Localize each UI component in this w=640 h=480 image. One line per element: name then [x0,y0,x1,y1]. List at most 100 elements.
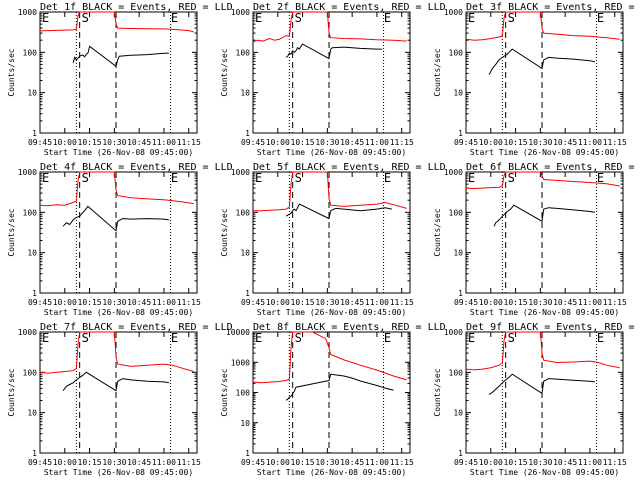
series-lld-line [39,171,194,207]
series-lld-line [39,11,194,33]
x-tick-label: 10:15 [291,138,315,147]
x-tick-label: 10:30 [315,298,339,307]
y-tick-label: 1 [245,129,250,138]
y-tick-label: 1 [245,449,250,458]
x-tick-label: 10:45 [553,458,577,467]
x-axis-label: Start Time (26-Nov-08 09:45:00) [470,468,619,477]
x-tick-label: 11:15 [390,138,414,147]
x-tick-label: 10:15 [291,458,315,467]
marker-label-s: S [82,171,89,185]
series-events-line [62,205,169,232]
x-tick-label: 11:15 [177,138,201,147]
x-tick-label: 11:15 [177,458,201,467]
x-tick-label: 11:00 [152,298,176,307]
y-axis-label: Counts/sec [7,368,16,416]
marker-label-s: S [295,331,302,345]
y-tick-label: 1 [32,289,37,298]
x-tick-label: 10:00 [53,138,77,147]
x-tick-label: 10:00 [479,138,503,147]
marker-label-e: E [255,171,262,185]
y-tick-label: 1000 [18,168,37,177]
chart-title: Det 2f BLACK = Events, RED = LLD [253,2,446,13]
y-axis-label: Counts/sec [220,208,229,256]
series-events-line [72,45,169,68]
series-lld-line [39,331,194,374]
x-tick-label: 10:00 [266,138,290,147]
marker-label-e: E [384,331,391,345]
plot-frame [465,331,624,454]
chart-title: Det 3f BLACK = Events, RED = LLD [466,2,640,13]
x-tick-label: 10:00 [266,298,290,307]
x-tick-label: 09:45 [241,138,265,147]
x-tick-label: 10:30 [528,458,552,467]
marker-label-e: E [468,11,475,25]
marker-label-s: S [508,171,515,185]
x-tick-label: 11:00 [152,138,176,147]
x-axis-label: Start Time (26-Nov-08 09:45:00) [257,308,406,317]
x-axis-label: Start Time (26-Nov-08 09:45:00) [44,308,193,317]
y-axis-label: Counts/sec [220,48,229,96]
y-tick-label: 1000 [18,8,37,17]
marker-label-e: E [597,331,604,345]
x-tick-label: 11:00 [365,458,389,467]
series-events-line [62,371,169,392]
y-tick-label: 10 [27,409,37,418]
x-tick-label: 11:00 [578,138,602,147]
x-tick-label: 10:00 [53,298,77,307]
x-tick-label: 10:30 [102,298,126,307]
chart-panel-9: Det 9f BLACK = Events, RED = LLD 1 10 100 10… [433,322,640,477]
chart-title: Det 1f BLACK = Events, RED = LLD [40,2,233,13]
y-tick-label: 10 [453,409,463,418]
y-tick-label: 100 [236,208,251,217]
x-tick-label: 11:00 [152,458,176,467]
x-tick-label: 09:45 [454,138,478,147]
y-tick-label: 1 [32,129,37,138]
x-tick-label: 09:45 [454,298,478,307]
marker-label-e: E [171,171,178,185]
chart-panel-4: Det 4f BLACK = Events, RED = LLD 1 10 100 10… [7,162,233,317]
marker-label-s: S [82,11,89,25]
x-tick-label: 09:45 [454,458,478,467]
y-axis-label: Counts/sec [220,368,229,416]
y-tick-label: 1000 [18,328,37,337]
x-tick-label: 10:00 [53,458,77,467]
y-tick-label: 10000 [226,328,250,337]
chart-panel-3: Det 3f BLACK = Events, RED = LLD 1 10 100 10… [433,2,640,157]
x-tick-label: 10:30 [102,138,126,147]
chart-panel-2: Det 2f BLACK = Events, RED = LLD 1 10 100 10… [220,2,446,157]
plot-frame [252,171,411,294]
y-tick-label: 1 [458,449,463,458]
x-tick-label: 10:45 [553,138,577,147]
x-axis-label: Start Time (26-Nov-08 09:45:00) [470,308,619,317]
x-tick-label: 10:15 [504,138,528,147]
series-events-line [285,373,394,401]
y-tick-label: 1000 [444,168,463,177]
y-tick-label: 100 [23,208,38,217]
x-tick-label: 10:45 [340,458,364,467]
series-lld-line [252,11,407,43]
x-tick-label: 10:45 [127,298,151,307]
x-tick-label: 10:45 [340,138,364,147]
x-axis-label: Start Time (26-Nov-08 09:45:00) [257,468,406,477]
series-events-line [285,43,382,60]
chart-panel-7: Det 7f BLACK = Events, RED = LLD 1 10 100 10… [7,322,233,477]
y-tick-label: 10 [240,419,250,428]
y-axis-label: Counts/sec [433,48,442,96]
chart-title: Det 9f BLACK = Events, RED = LLD [466,322,640,333]
x-tick-label: 11:00 [578,458,602,467]
y-tick-label: 1000 [231,358,250,367]
y-axis-label: Counts/sec [433,208,442,256]
marker-label-e: E [42,331,49,345]
x-tick-label: 09:45 [28,138,52,147]
x-axis-label: Start Time (26-Nov-08 09:45:00) [44,148,193,157]
x-tick-label: 10:15 [78,298,102,307]
y-tick-label: 10 [27,249,37,258]
chart-title: Det 7f BLACK = Events, RED = LLD [40,322,233,333]
y-tick-label: 100 [449,208,464,217]
x-tick-label: 10:30 [315,458,339,467]
x-tick-label: 10:15 [78,458,102,467]
series-lld-line [252,331,407,384]
marker-label-e: E [384,171,391,185]
x-tick-label: 10:45 [553,298,577,307]
x-axis-label: Start Time (26-Nov-08 09:45:00) [257,148,406,157]
